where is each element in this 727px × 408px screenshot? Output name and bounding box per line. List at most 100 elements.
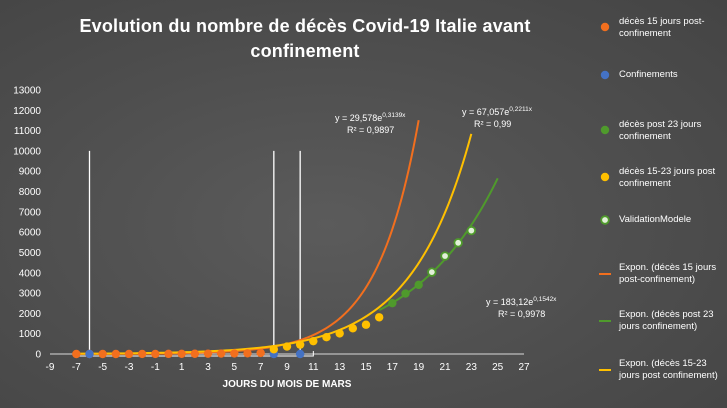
data-point <box>322 333 331 342</box>
legend-dot <box>600 22 610 32</box>
x-tick-label: 19 <box>413 362 425 373</box>
legend-label: Expon. (décès post 23 jours confinement) <box>619 309 714 332</box>
legend-marker-yellow-dot <box>600 172 610 182</box>
trend-equation: y = 183,12e0,1542x R² = 0,9978 <box>486 296 557 319</box>
data-point <box>164 349 173 359</box>
legend-dot <box>600 70 610 80</box>
data-point <box>269 345 279 354</box>
x-tick-label: 17 <box>387 362 399 373</box>
y-tick-label: 0 <box>35 350 41 361</box>
equation-exponent: 0,1542x <box>533 296 557 303</box>
x-tick-label: -3 <box>125 362 134 373</box>
x-tick-label: 15 <box>360 362 372 373</box>
legend-label: ValidationModele <box>619 214 692 225</box>
data-point <box>124 349 134 359</box>
legend-ring <box>600 215 610 225</box>
x-tick-label: 11 <box>308 362 319 373</box>
y-tick-label: 11000 <box>14 126 42 137</box>
data-point <box>151 349 160 359</box>
y-tick-label: 10000 <box>13 146 41 157</box>
x-tick-label: -9 <box>46 362 55 373</box>
data-point <box>230 349 239 358</box>
y-tick-label: 5000 <box>19 248 42 259</box>
legend-label: décès post 23 jours confinement <box>619 119 702 142</box>
equation-exponent: 0,3139x <box>382 112 406 119</box>
equation-line: y = 183,12e0,1542x <box>486 296 557 307</box>
y-tick-label: 1000 <box>19 329 42 340</box>
data-point <box>85 349 94 359</box>
data-point <box>137 349 147 359</box>
legend-marker-yellow-line <box>599 369 611 371</box>
equation-exponent: 0,2211x <box>509 106 532 113</box>
x-tick-label: 1 <box>179 362 185 373</box>
x-tick-label: 3 <box>205 362 211 373</box>
legend-label: Confinements <box>619 69 678 80</box>
data-point <box>72 349 81 359</box>
y-tick-label: 6000 <box>19 228 42 239</box>
equation-line: y = 29,578e0,3139x <box>335 112 406 123</box>
x-tick-label: 21 <box>439 362 451 373</box>
data-point <box>309 336 318 346</box>
y-tick-label: 7000 <box>19 207 42 218</box>
data-point <box>295 349 305 359</box>
equation-line: y = 67,057e0,2211x <box>462 106 533 117</box>
data-point <box>414 280 423 290</box>
y-tick-label: 13000 <box>13 86 41 97</box>
x-tick-label: 13 <box>334 362 346 373</box>
y-tick-label: 2000 <box>19 309 42 320</box>
x-axis-title: JOURS DU MOIS DE MARS <box>223 379 352 390</box>
data-point <box>440 251 450 261</box>
x-tick-label: 27 <box>518 362 530 373</box>
data-point <box>388 298 397 308</box>
legend: décès 15 jours post-confinement Confinem… <box>596 0 727 408</box>
data-point <box>361 320 371 329</box>
data-point <box>401 289 410 298</box>
equation-r2: R² = 0,9978 <box>498 309 545 319</box>
legend-marker-green-line <box>599 320 611 322</box>
data-point <box>203 349 213 358</box>
x-tick-label: -7 <box>72 362 81 373</box>
x-tick-label: -5 <box>98 362 107 373</box>
legend-label: décès 15 jours post-confinement <box>619 16 705 39</box>
data-point <box>256 348 265 358</box>
legend-marker-orange-line <box>599 273 611 275</box>
y-tick-label: 3000 <box>19 289 42 300</box>
y-tick-label: 8000 <box>19 187 42 198</box>
data-point <box>177 349 186 358</box>
legend-marker-validation-ring <box>600 215 610 225</box>
data-point <box>216 349 226 358</box>
equation-base: y = 183,12e <box>486 297 533 307</box>
legend-marker-blue-dot <box>600 70 610 80</box>
x-tick-label: 5 <box>232 362 238 373</box>
legend-dot <box>600 172 610 182</box>
data-point <box>111 349 121 359</box>
legend-label: Expon. (décès 15-23 jours post confineme… <box>619 358 718 381</box>
data-point <box>374 313 384 322</box>
legend-label: décès 15-23 jours post confinement <box>619 166 716 189</box>
chart-title: Evolution du nombre de décès Covid-19 It… <box>79 16 531 61</box>
trend-equation: y = 29,578e0,3139x R² = 0,9897 <box>335 112 406 135</box>
data-point <box>348 324 358 333</box>
x-tick-label: -1 <box>151 362 160 373</box>
data-point <box>190 349 200 358</box>
equation-base: y = 29,578e <box>335 113 382 123</box>
data-point <box>243 349 252 358</box>
legend-marker-orange-dot <box>600 22 610 32</box>
data-point <box>335 329 344 338</box>
legend-marker-green-dot <box>600 125 610 135</box>
x-tick-label: 7 <box>258 362 264 373</box>
data-point <box>98 349 107 359</box>
data-point <box>427 267 437 277</box>
legend-label: Expon. (décès 15 jours post-confinement) <box>619 262 717 285</box>
trend-equation: y = 67,057e0,2211x R² = 0,99 <box>462 106 533 129</box>
x-tick-label: 9 <box>284 362 290 373</box>
x-tick-label: 23 <box>466 362 478 373</box>
trendline-0 <box>76 120 420 355</box>
equation-r2: R² = 0,9897 <box>347 125 394 135</box>
y-tick-label: 12000 <box>13 106 41 117</box>
x-tick-label: 25 <box>492 362 504 373</box>
data-point <box>466 225 477 236</box>
data-point <box>282 342 292 351</box>
plot-area: 0 1000 2000 3000 4000 5000 6000 7000 8000 9000 100… <box>13 86 557 391</box>
